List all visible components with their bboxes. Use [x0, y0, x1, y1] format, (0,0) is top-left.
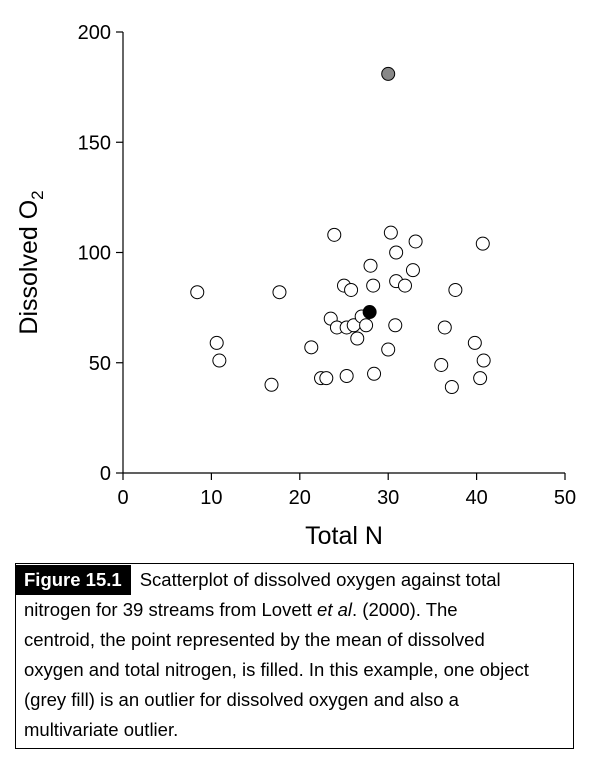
data-point: [363, 258, 378, 273]
data-point: [397, 278, 412, 293]
x-tick-label: 0: [117, 487, 128, 509]
data-point: [327, 227, 342, 242]
data-points: [190, 66, 491, 395]
data-point: [319, 371, 334, 386]
caption-line-6: multivariate outlier.: [24, 719, 179, 740]
figure-caption: Figure 15.1 Scatterplot of dissolved oxyg…: [15, 565, 570, 745]
data-point: [359, 318, 374, 333]
data-point: [344, 282, 359, 297]
data-point: [389, 245, 404, 260]
y-axis-title-main: Dissolved O: [15, 200, 43, 335]
data-point: [190, 285, 205, 300]
figure-label: Figure 15.1: [15, 565, 131, 595]
data-point: [304, 340, 319, 355]
data-point: [264, 377, 279, 392]
caption-line-5: (grey fill) is an outlier for dissolved …: [24, 689, 459, 710]
data-point: [437, 320, 452, 335]
caption-text-1: Scatterplot of dissolved oxygen against …: [139, 569, 501, 590]
y-tick-label: 150: [78, 132, 111, 154]
y-tick-label: 0: [100, 463, 111, 485]
caption-text-2b: . (2000). The: [352, 599, 458, 620]
outlier-point: [381, 66, 396, 81]
x-tick-label: 10: [200, 487, 222, 509]
data-point: [448, 282, 463, 297]
data-point: [350, 331, 365, 346]
caption-line-2: nitrogen for 39 streams from Lovett et a…: [15, 595, 570, 625]
caption-line-4: oxygen and total nitrogen, is filled. In…: [24, 659, 529, 680]
data-point: [381, 342, 396, 357]
data-point: [388, 318, 403, 333]
data-point: [367, 366, 382, 381]
caption-text-2a: nitrogen for 39 streams from Lovett: [24, 599, 318, 620]
x-tick-label: 30: [377, 487, 399, 509]
x-tick-label: 20: [289, 487, 311, 509]
x-tick-label: 50: [554, 487, 576, 509]
data-point: [434, 357, 449, 372]
y-tick-label: 100: [78, 243, 111, 265]
data-point: [476, 353, 491, 368]
centroid-point: [362, 305, 377, 320]
data-point: [212, 353, 227, 368]
data-point: [366, 278, 381, 293]
y-tick-label: 50: [89, 353, 111, 375]
data-point: [473, 371, 488, 386]
x-axis-title: Total N: [305, 522, 383, 550]
caption-text-2-italic: et al: [317, 599, 353, 620]
y-tick-label: 200: [78, 22, 111, 44]
data-point: [272, 285, 287, 300]
data-point: [405, 263, 420, 278]
y-axis-title: Dissolved O2: [15, 190, 47, 334]
data-point: [209, 335, 224, 350]
y-axis-title-subscript: 2: [28, 190, 47, 199]
data-point: [444, 380, 459, 395]
data-point: [467, 335, 482, 350]
caption-line-1: Figure 15.1 Scatterplot of dissolved oxyg…: [15, 565, 570, 595]
data-point: [475, 236, 490, 251]
scatter-chart: 0 50 100 150 200 0 10 20 30 40 50 Total N Dissolve…: [15, 22, 577, 550]
data-point: [383, 225, 398, 240]
data-point: [339, 368, 354, 383]
data-point: [408, 234, 423, 249]
caption-line-3: centroid, the point represented by the m…: [24, 629, 485, 650]
axes: 0 50 100 150 200 0 10 20 30 40 50: [78, 22, 577, 509]
x-tick-label: 40: [465, 487, 487, 509]
